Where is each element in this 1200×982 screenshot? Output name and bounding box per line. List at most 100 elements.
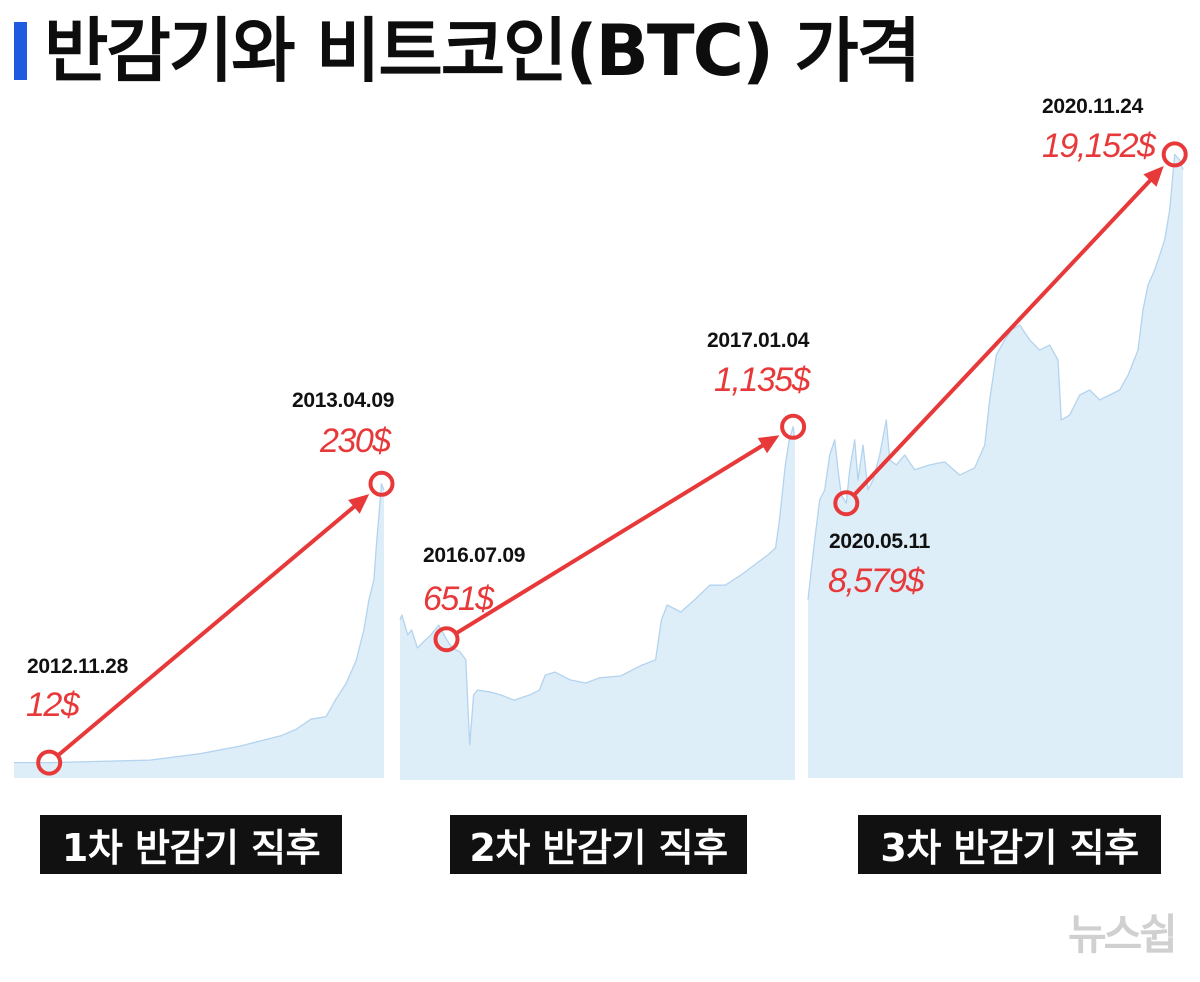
data-point: [866, 488, 870, 492]
data-point: [739, 573, 743, 577]
data-point: [377, 513, 381, 517]
annotation-end-date-1: 2013.04.09: [292, 389, 395, 412]
data-point: [468, 743, 472, 747]
caption-second-halving: 2차 반감기 직후: [450, 815, 747, 874]
data-point: [766, 553, 770, 557]
series-line-2: [399, 426, 796, 746]
end-price-marker-3: [1161, 141, 1188, 168]
arrow-head-3: [1143, 166, 1164, 187]
annotation-start-price-3: 8,579$: [828, 562, 925, 600]
area-fill-3: [808, 154, 1183, 778]
caption-first-halving: 1차 반감기 직후: [40, 815, 342, 874]
data-point: [324, 715, 328, 719]
data-point: [806, 598, 810, 602]
data-point: [752, 563, 756, 567]
data-point: [1126, 373, 1130, 377]
data-point: [148, 758, 152, 762]
data-point: [512, 698, 516, 702]
data-point: [1146, 283, 1150, 287]
data-point: [1059, 418, 1063, 422]
annotation-end-price-1: 230$: [320, 422, 391, 460]
watermark-logo: 뉴스쉽: [1068, 910, 1178, 959]
data-point: [828, 453, 832, 457]
data-point: [367, 598, 371, 602]
data-point: [913, 468, 917, 472]
data-point: [568, 678, 572, 682]
data-point: [487, 690, 491, 694]
data-point: [537, 688, 541, 692]
data-point: [659, 618, 663, 622]
data-point: [543, 673, 547, 677]
annotation-start-date-2: 2016.07.09: [423, 544, 526, 567]
data-point: [679, 610, 683, 614]
data-point: [294, 727, 298, 731]
data-point: [723, 583, 727, 587]
data-point: [410, 628, 414, 632]
data-point: [1158, 253, 1162, 257]
start-price-marker-2: [433, 626, 460, 653]
data-point: [619, 674, 623, 678]
data-point: [429, 633, 433, 637]
data-point: [1048, 343, 1052, 347]
annotation-start-price-2: 651$: [423, 580, 494, 618]
data-point: [1141, 308, 1145, 312]
data-point: [553, 670, 557, 674]
data-point: [374, 543, 378, 547]
annotation-end-date-2: 2017.01.04: [707, 329, 810, 352]
arrow-line-3: [852, 177, 1153, 497]
data-point: [499, 693, 503, 697]
data-point: [12, 761, 16, 765]
data-point: [884, 418, 888, 422]
page-title: 반감기와 비트코인(BTC) 가격: [44, 10, 921, 92]
data-point: [861, 443, 865, 447]
data-point: [354, 658, 358, 662]
area-fill-1: [14, 483, 384, 778]
data-point: [791, 425, 795, 429]
data-point: [415, 646, 419, 650]
data-point: [1056, 358, 1060, 362]
end-price-marker-2: [780, 413, 807, 440]
title-accent-bar: [14, 22, 27, 80]
annotation-start-date-1: 2012.11.28: [27, 655, 128, 678]
data-point: [597, 676, 601, 680]
data-point: [1163, 238, 1167, 242]
data-point: [638, 664, 642, 668]
data-point: [1153, 268, 1157, 272]
end-price-marker-1: [368, 470, 395, 497]
data-point: [380, 482, 384, 486]
data-point: [943, 460, 947, 464]
data-point: [903, 453, 907, 457]
data-point: [1078, 393, 1082, 397]
data-point: [836, 468, 840, 472]
data-point: [406, 633, 410, 637]
annotation-end-price-2: 1,135$: [714, 361, 811, 399]
data-point: [1038, 348, 1042, 352]
data-point: [983, 443, 987, 447]
data-point: [1136, 348, 1140, 352]
annotation-start-date-3: 2020.05.11: [829, 530, 930, 553]
data-point: [692, 598, 696, 602]
data-point: [239, 744, 243, 748]
arrow-head-1: [348, 494, 370, 514]
data-point: [344, 681, 348, 685]
arrow-line-2: [454, 442, 766, 636]
data-point: [423, 638, 427, 642]
caption-third-halving: 3차 반감기 직후: [858, 815, 1161, 874]
start-price-marker-3: [833, 490, 860, 517]
data-point: [372, 578, 376, 582]
data-point: [1118, 388, 1122, 392]
data-point: [988, 398, 992, 402]
data-point: [1098, 398, 1102, 402]
data-point: [476, 688, 480, 692]
data-point: [818, 498, 822, 502]
data-point: [994, 353, 998, 357]
data-point: [778, 518, 782, 522]
data-point: [973, 466, 977, 470]
data-point: [362, 628, 366, 632]
data-point: [833, 438, 837, 442]
data-point: [528, 693, 532, 697]
data-point: [400, 613, 404, 617]
data-point: [198, 752, 202, 756]
data-point: [1068, 413, 1072, 417]
